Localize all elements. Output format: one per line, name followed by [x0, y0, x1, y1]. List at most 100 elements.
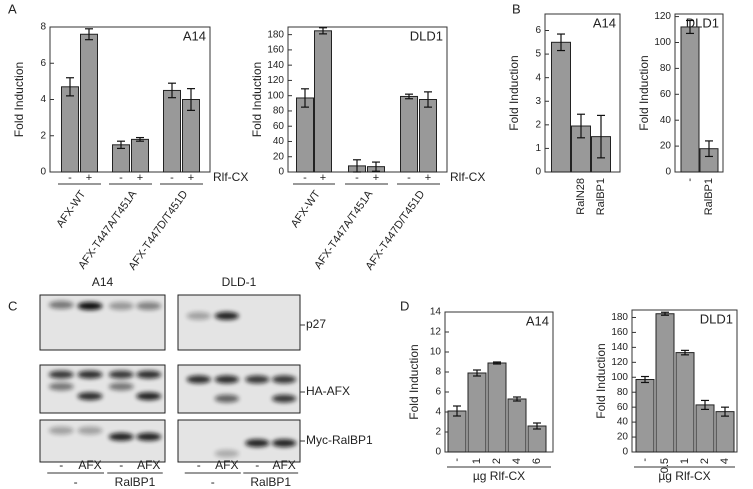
y-tick-label: 20 [617, 432, 629, 443]
blot-band [271, 439, 297, 448]
lane-label: - [119, 458, 123, 472]
y-tick-label: 100 [654, 37, 671, 48]
lane-label: - [59, 458, 63, 472]
y-tick-label: 140 [611, 342, 628, 353]
y-tick-label: 0 [622, 447, 628, 458]
bar [467, 372, 487, 453]
error-bar [136, 136, 144, 142]
x-tick-label: 2 [699, 458, 711, 464]
y-tick-label: 10 [430, 347, 442, 358]
x-tick-label: - [407, 172, 411, 184]
y-tick-label: 180 [267, 29, 284, 40]
chart-title: A14 [183, 28, 206, 43]
blot-band [214, 375, 239, 384]
x-tick-label: - [451, 458, 463, 462]
blot-band [48, 300, 74, 309]
group-label: AFX-T447D/T451D [364, 188, 428, 272]
error-bar [473, 369, 481, 377]
y-tick-label: 20 [273, 151, 285, 162]
blot-band [108, 302, 134, 310]
y-tick-label: 5 [535, 49, 541, 60]
x-tick-label: 0.5 [659, 458, 671, 473]
panel-label: B [512, 1, 521, 16]
x-tick-label: + [425, 172, 431, 184]
bar [419, 99, 437, 173]
error-bar [681, 349, 689, 356]
error-bar [686, 19, 694, 35]
y-tick-label: 0 [40, 167, 46, 178]
blot-title: A14 [92, 275, 114, 289]
blot-band [77, 370, 103, 379]
bar [314, 30, 332, 173]
blot-band [245, 439, 270, 448]
blot-band [108, 382, 134, 391]
row-label: Myc-RalBP1 [306, 433, 373, 447]
blot-band [245, 375, 270, 384]
blot-band [136, 432, 162, 441]
row-label: p27 [306, 317, 326, 331]
error-bar [597, 114, 605, 159]
x-tick-label: - [355, 172, 359, 184]
error-bar [513, 396, 521, 402]
y-axis-label: Fold Induction [637, 55, 651, 130]
y-tick-label: 0 [665, 167, 671, 178]
y-tick-label: 160 [267, 45, 284, 56]
y-tick-label: 80 [273, 106, 285, 117]
bar [551, 41, 571, 173]
blot-band [186, 375, 211, 384]
blot-band [136, 370, 162, 379]
blot-band [108, 432, 134, 441]
blot-band [214, 311, 239, 320]
x-tick-label: RalBP1 [703, 178, 715, 215]
chart-title: A14 [526, 313, 549, 328]
blot-band [77, 392, 103, 401]
y-tick-label: 6 [535, 25, 541, 36]
y-tick-label: 120 [267, 75, 284, 86]
blot-band [214, 449, 239, 458]
y-tick-label: 4 [535, 72, 541, 83]
group-label: AFX-WT [54, 188, 88, 230]
y-tick-label: 160 [611, 327, 628, 338]
blot-membrane [39, 419, 166, 463]
y-tick-label: 8 [40, 22, 46, 33]
x-tick-label: 4 [719, 458, 731, 464]
bar [715, 411, 735, 453]
y-axis-label: Fold Induction [250, 62, 264, 137]
error-bar [661, 311, 669, 316]
x-tick-label: 6 [531, 458, 543, 464]
blot-band [271, 375, 297, 384]
chart-title: DLD1 [410, 28, 443, 43]
panel-label: D [400, 298, 409, 313]
error-bar [66, 77, 74, 97]
y-tick-label: 140 [267, 60, 284, 71]
y-tick-label: 120 [611, 357, 628, 368]
x-axis-label: Rlf-CX [450, 170, 485, 184]
x-tick-label: - [119, 172, 123, 184]
x-tick-label: - [303, 172, 307, 184]
y-tick-label: 1 [535, 143, 541, 154]
error-bar [705, 140, 713, 158]
y-tick-label: 8 [435, 367, 441, 378]
error-bar [533, 422, 541, 430]
bar [675, 352, 695, 453]
y-tick-label: 14 [430, 307, 442, 318]
x-tick-label: 1 [679, 458, 691, 464]
error-bar [353, 159, 361, 173]
x-tick-label: RalBP1 [595, 178, 607, 215]
blot-band [214, 394, 239, 403]
y-axis-label: Fold Induction [507, 55, 521, 130]
y-tick-label: 80 [617, 387, 629, 398]
x-tick-label: + [86, 172, 92, 184]
lane-group-label: - [74, 475, 78, 489]
blot-band [186, 311, 211, 320]
lane-group-label: RalBP1 [115, 475, 156, 489]
x-axis-label: Rlf-CX [213, 170, 248, 184]
chart-title: A14 [593, 15, 616, 30]
x-tick-label: + [373, 172, 379, 184]
x-tick-label: - [639, 458, 651, 462]
y-tick-label: 3 [535, 96, 541, 107]
blot-band [271, 394, 297, 403]
blot-band [77, 426, 103, 435]
